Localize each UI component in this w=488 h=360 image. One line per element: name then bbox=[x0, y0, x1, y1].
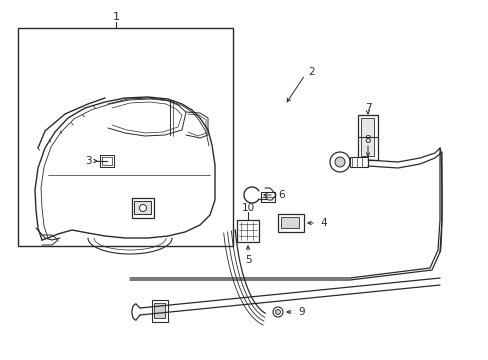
Bar bbox=[261, 192, 274, 202]
Text: 7: 7 bbox=[364, 103, 370, 113]
Bar bbox=[278, 214, 304, 232]
Bar bbox=[357, 115, 377, 160]
Text: 10: 10 bbox=[241, 203, 254, 213]
Bar bbox=[349, 157, 367, 167]
Text: 2: 2 bbox=[308, 67, 315, 77]
Bar bbox=[360, 118, 373, 156]
Text: 1: 1 bbox=[112, 12, 119, 22]
Bar bbox=[18, 28, 232, 246]
Text: 5: 5 bbox=[244, 255, 251, 265]
Text: 4: 4 bbox=[320, 218, 326, 228]
Bar bbox=[134, 201, 151, 214]
Bar bbox=[237, 220, 259, 242]
Circle shape bbox=[139, 204, 146, 212]
Text: 9: 9 bbox=[298, 307, 305, 317]
Bar bbox=[152, 300, 168, 322]
Bar bbox=[132, 198, 154, 218]
Bar bbox=[154, 303, 164, 318]
Circle shape bbox=[275, 310, 280, 315]
Circle shape bbox=[272, 307, 283, 317]
Text: 8: 8 bbox=[364, 135, 370, 145]
Bar bbox=[281, 217, 298, 228]
Text: 3: 3 bbox=[84, 156, 91, 166]
Circle shape bbox=[329, 152, 349, 172]
Text: 6: 6 bbox=[278, 190, 285, 200]
Circle shape bbox=[334, 157, 345, 167]
